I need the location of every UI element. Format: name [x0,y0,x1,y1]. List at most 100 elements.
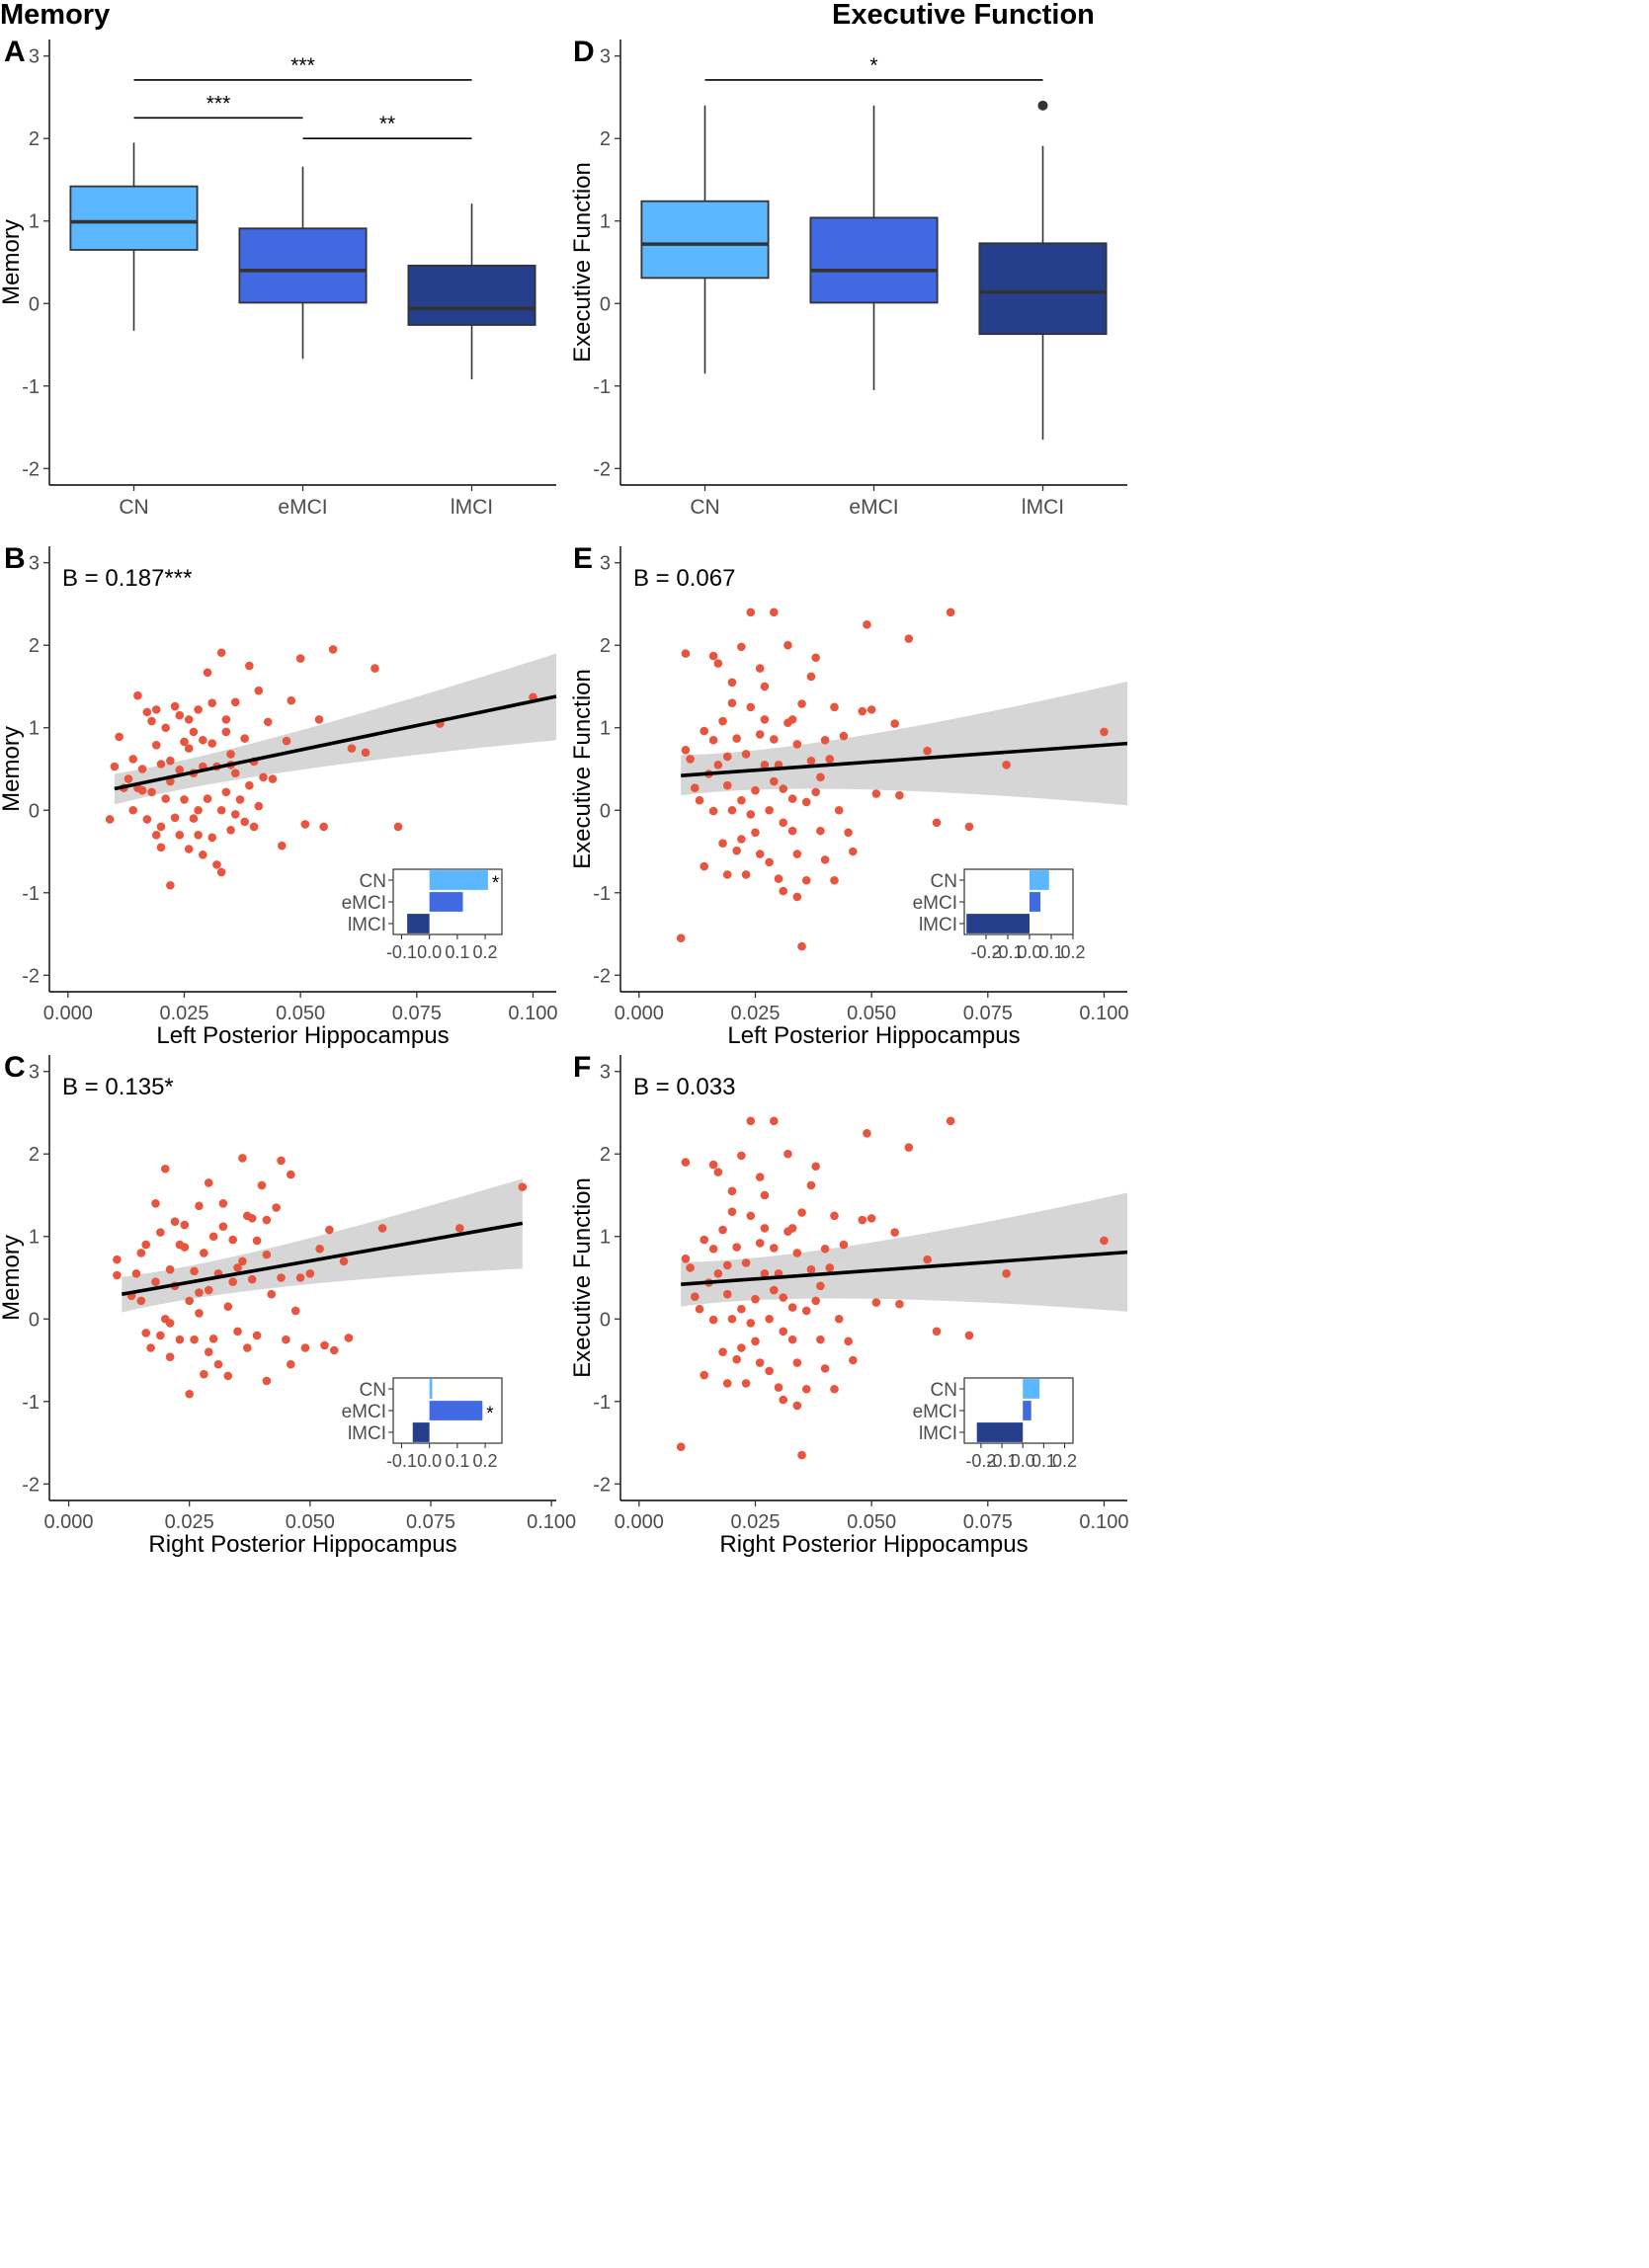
data-point [262,1250,272,1259]
data-point [700,861,709,871]
data-point [128,805,138,815]
x-axis-label: Left Posterior Hippocampus [156,1022,449,1049]
inset-x-tick-label: -0.1 [987,1451,1018,1471]
y-tick-label: 0 [600,800,611,822]
data-point [737,1304,746,1314]
data-point [230,810,240,819]
data-point [770,608,779,617]
data-point [184,715,194,724]
data-point [254,686,264,695]
data-point [1002,1269,1011,1278]
data-point [146,1343,155,1352]
panel-label: E [573,542,593,575]
regression-line [121,1221,524,1296]
data-point [811,1162,820,1172]
data-point [686,1263,695,1272]
data-point [361,748,371,758]
data-point [371,664,379,673]
panel-F: F -2 -1 0 1 2 3 Executive Function 0.000 0.025 0.0… [569,1051,1128,1558]
data-point [339,1256,349,1266]
inset-category-label: CN [360,1380,386,1401]
data-point [268,774,278,783]
data-point [175,831,185,840]
data-point [194,805,203,815]
significance-label: *** [206,92,231,115]
data-point [319,822,328,832]
data-point [691,1292,700,1302]
data-point [708,1160,718,1170]
data-point [741,870,751,879]
data-point [218,1222,228,1232]
box-body [69,185,199,251]
data-point [147,716,156,726]
y-tick-label: 1 [29,1227,40,1249]
inset-category-label: eMCI [342,893,386,914]
data-point [863,1129,871,1138]
data-point [262,1376,272,1386]
box-body [640,200,770,280]
data-point [221,787,231,797]
data-point [713,1168,723,1176]
data-point [207,698,217,707]
data-point [751,828,760,838]
inset-bar-lMCI [407,914,430,933]
data-point [113,1270,122,1280]
data-point [290,1306,300,1316]
x-tick-label: 0.075 [963,1003,1013,1024]
panel-D: D -2 -1 0 1 2 3 Executive Function CN eMCI lMCI * [569,36,1127,519]
data-point [207,739,217,748]
data-point [184,845,194,853]
data-point [247,1214,257,1223]
coefficient-annotation: B = 0.187*** [62,565,192,592]
box-body [407,264,536,326]
x-tick-label: 0.000 [615,1511,664,1533]
data-point [200,1369,208,1379]
data-point [797,941,806,951]
x-tick-label: 0.050 [276,1003,325,1024]
y-tick-label: 1 [29,211,40,233]
panel-E: E -2 -1 0 1 2 3 Executive Function 0.000 0.025 0.0… [569,542,1128,1049]
coefficient-annotation: B = 0.135* [62,1074,174,1100]
data-point [871,1298,881,1307]
data-point [681,649,691,658]
data-point [189,814,199,823]
panel-label: A [4,36,26,68]
y-axis-label: Memory [0,726,25,812]
data-point [1100,1236,1109,1246]
data-point [713,1269,723,1278]
inset-category-label: eMCI [913,893,957,914]
regression-line [681,1250,1128,1286]
regression-line [681,741,1128,777]
data-point [792,1401,802,1411]
data-point [156,843,166,852]
regression-line [114,694,557,791]
data-point [779,818,788,828]
data-point [779,784,788,793]
x-tick-label: 0.100 [527,1511,576,1533]
inset-x-tick-label: 0.2 [473,942,498,962]
data-point [136,1296,146,1306]
data-point [708,1244,718,1254]
x-tick-label: 0.075 [406,1511,455,1533]
data-point [797,699,806,708]
x-tick-label: 0.025 [730,1003,780,1024]
data-point [184,744,194,753]
data-point [189,727,199,737]
data-point [801,875,811,885]
data-point [825,1263,835,1272]
data-point [964,1331,974,1340]
data-point [166,756,175,766]
data-point [806,1264,816,1274]
data-point [393,822,403,832]
data-point [746,702,756,712]
data-point [175,1335,185,1344]
data-point [866,705,876,714]
inset-x-tick-label: 0.0 [417,1451,442,1471]
box-CN [640,105,770,374]
data-point [792,740,802,749]
data-point [180,737,189,747]
inset-bar-eMCI [1030,892,1040,912]
data-point [797,1450,806,1460]
